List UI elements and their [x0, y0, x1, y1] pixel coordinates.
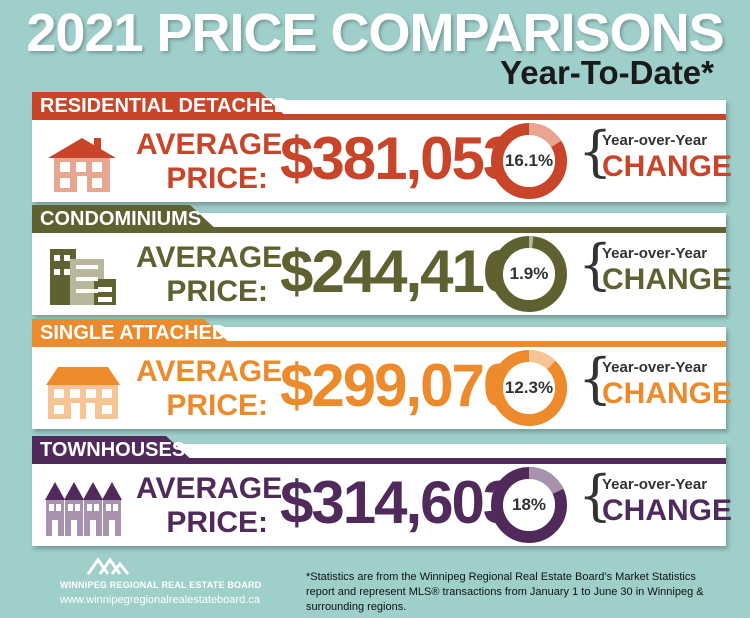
- category-card: SINGLE ATTACHED AVERAGE PRICE: $299,070 1…: [32, 319, 732, 429]
- category-name: CONDOMINIUMS: [40, 208, 202, 230]
- brace-decoration: {: [578, 347, 613, 410]
- detached-house-icon: [44, 132, 122, 194]
- change-donut: 16.1%: [490, 122, 568, 200]
- average-price-value: $299,070: [280, 352, 516, 419]
- header-stripe: [32, 227, 726, 233]
- condo-building-icon: [44, 245, 122, 307]
- change-percent: 16.1%: [504, 151, 554, 170]
- change-percent: 1.9%: [509, 264, 549, 283]
- townhouse-icon: [44, 476, 122, 538]
- brace-decoration: {: [578, 120, 613, 183]
- category-name: SINGLE ATTACHED: [40, 322, 227, 344]
- change-label: CHANGE: [602, 494, 733, 527]
- category-tab-shape: [32, 436, 196, 464]
- brace-decoration: {: [578, 233, 613, 296]
- yoy-label: Year-over-Year: [602, 476, 708, 493]
- category-name: TOWNHOUSES: [40, 439, 186, 461]
- category-tab-shape: [32, 92, 290, 120]
- yoy-label: Year-over-Year: [602, 359, 708, 376]
- category-tab-shape: [32, 319, 234, 347]
- change-label: CHANGE: [602, 263, 733, 296]
- average-price-label: AVERAGE PRICE:: [136, 128, 283, 195]
- average-price-value: $314,603: [280, 469, 516, 536]
- header-stripe: [32, 458, 726, 464]
- yoy-label: Year-over-Year: [602, 245, 708, 262]
- header-stripe: [32, 114, 726, 120]
- brace-decoration: {: [578, 464, 613, 527]
- footnote: *Statistics are from the Winnipeg Region…: [306, 571, 704, 613]
- board-name: WINNIPEG REGIONAL REAL ESTATE BOARD: [60, 580, 262, 590]
- category-card: CONDOMINIUMS AVERAGE PRICE: $244,416 1.9%: [32, 205, 732, 315]
- change-donut: 18%: [490, 466, 568, 544]
- category-tab-shape: [32, 205, 220, 233]
- change-donut: 1.9%: [490, 235, 568, 313]
- change-percent: 12.3%: [504, 378, 554, 397]
- change-percent: 18%: [511, 495, 547, 514]
- board-logo-icon: [86, 557, 130, 575]
- category-name: RESIDENTIAL DETACHED: [40, 95, 289, 117]
- change-donut: 12.3%: [490, 349, 568, 427]
- header-stripe: [32, 341, 726, 347]
- average-price-label: AVERAGE PRICE:: [136, 355, 283, 422]
- change-label: CHANGE: [602, 150, 733, 183]
- average-price-value: $381,053: [280, 125, 516, 192]
- change-label: CHANGE: [602, 377, 733, 410]
- average-price-label: AVERAGE PRICE:: [136, 472, 283, 539]
- page-subtitle: Year-To-Date*: [500, 54, 714, 91]
- average-price-value: $244,416: [280, 238, 516, 305]
- category-card: RESIDENTIAL DETACHED AVERAGE PRICE: $381,…: [32, 92, 732, 202]
- average-price-label: AVERAGE PRICE:: [136, 241, 283, 308]
- board-url[interactable]: www.winnipegregionalrealestateboard.ca: [60, 594, 260, 606]
- attached-house-icon: [44, 359, 122, 421]
- category-card: TOWNHOUSES AVERAGE PRICE: $314,603 18% { …: [32, 436, 732, 546]
- yoy-label: Year-over-Year: [602, 132, 708, 149]
- page-title: 2021 PRICE COMPARISONS: [26, 3, 724, 63]
